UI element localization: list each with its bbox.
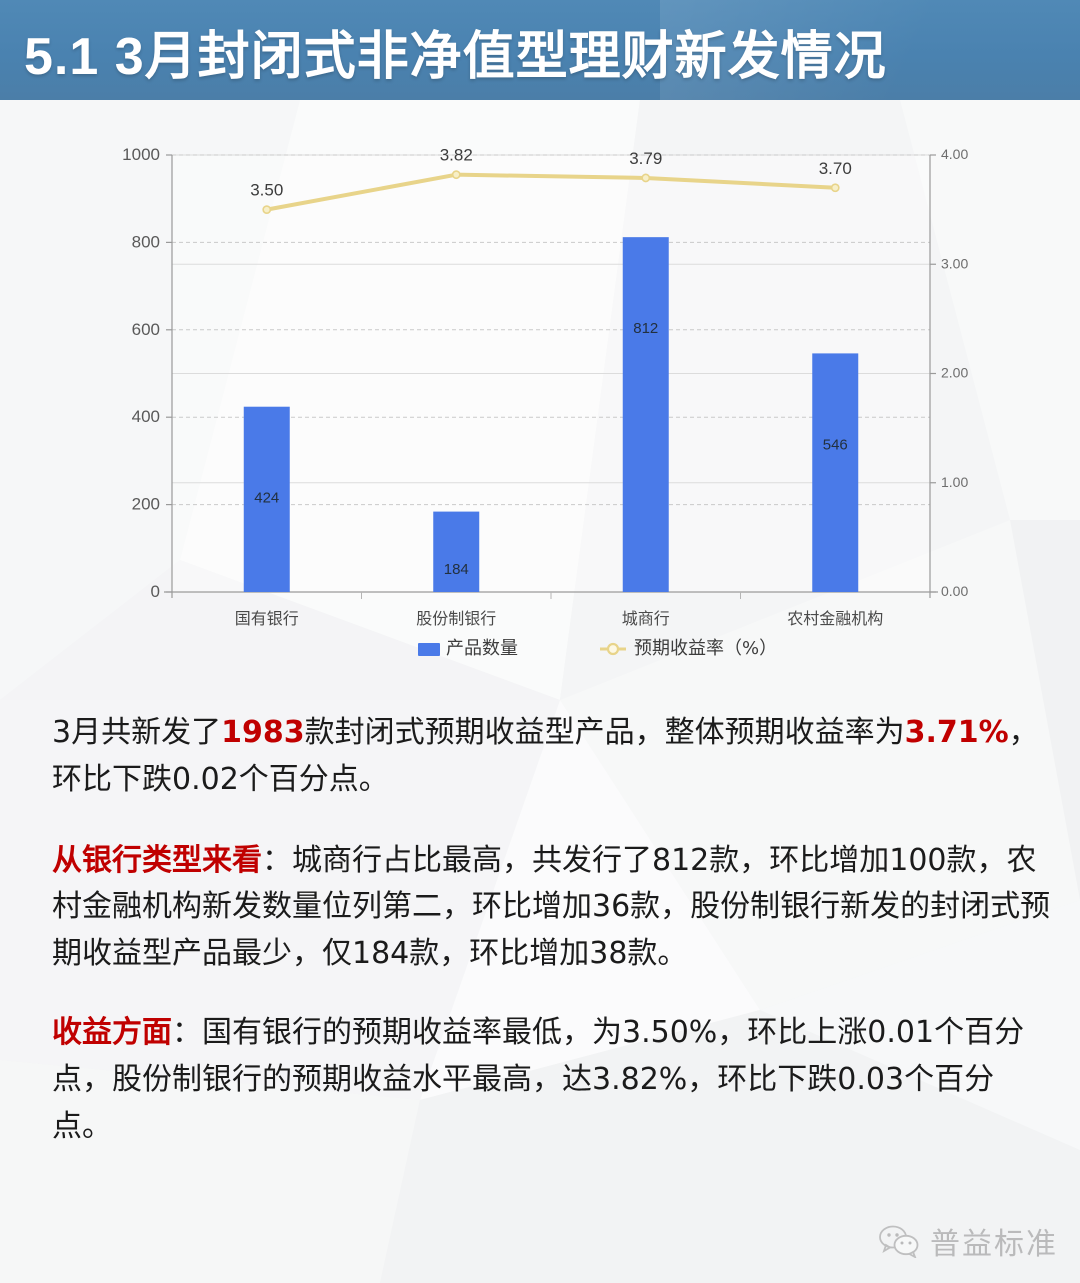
chart-container: 0 200 400 600 800 1000 0.00 1.00 2.00 3.00 4.00 424… (0, 108, 1080, 668)
summary-span-2: 款封闭式预期收益型产品，整体预期收益率为 (304, 715, 905, 750)
axis-label-left-3: 600 (132, 320, 160, 339)
paragraph-yield: 收益方面：国有银行的预期收益率最低，为3.50%，环比上涨0.01个百分点，股份… (52, 1010, 1052, 1150)
axis-label-left-5: 1000 (122, 145, 160, 164)
bar-1 (433, 511, 480, 592)
watermark-label: 普益标准 (930, 1227, 1058, 1262)
page-title: 5.1 3月封闭式非净值型理财新发情况 (24, 28, 887, 86)
legend-marker-product-count (418, 643, 440, 656)
line-value-label-1: 3.82 (440, 146, 473, 165)
yield-lead: 收益方面 (52, 1014, 172, 1050)
wechat-icon (879, 1225, 919, 1258)
bar-value-label-2: 812 (633, 320, 658, 337)
axis-label-right-1: 1.00 (941, 474, 968, 490)
legend-label-product-count: 产品数量 (446, 638, 518, 659)
watermark: 普益标准 (878, 1219, 1058, 1263)
line-value-label-0: 3.50 (250, 181, 283, 200)
bar-value-label-0: 424 (254, 490, 279, 507)
line-marker-0 (262, 205, 272, 215)
combo-chart: 0 200 400 600 800 1000 0.00 1.00 2.00 3.00 4.00 424… (122, 145, 968, 659)
category-label-0: 国有银行 (235, 609, 299, 628)
bar-value-label-3: 546 (823, 436, 848, 453)
axis-label-left-2: 400 (132, 407, 160, 426)
axis-label-right-3: 3.00 (941, 255, 968, 271)
paragraph-bank-type: 从银行类型来看：城商行占比最高，共发行了812款，环比增加100款，农村金融机构… (52, 838, 1052, 978)
axis-label-right-4: 4.00 (941, 146, 968, 162)
line-marker-1 (451, 170, 461, 180)
legend-label-yield: 预期收益率（%） (634, 638, 777, 659)
bar-2 (622, 237, 669, 592)
category-label-3: 农村金融机构 (787, 609, 883, 628)
category-label-1: 股份制银行 (416, 609, 496, 628)
summary-span-0: 3月共新发了 (52, 715, 222, 750)
line-value-label-2: 3.79 (629, 149, 662, 168)
header-banner: 5.1 3月封闭式非净值型理财新发情况 (0, 0, 1080, 100)
bank-type-lead: 从银行类型来看 (52, 842, 262, 878)
line-value-label-3: 3.70 (819, 159, 852, 178)
category-label-2: 城商行 (622, 609, 670, 628)
bar-3 (812, 353, 859, 592)
line-marker-2 (641, 173, 651, 183)
axis-label-right-0: 0.00 (941, 583, 968, 599)
line-marker-3 (830, 183, 840, 193)
summary-span-3: 3.71% (904, 715, 1009, 750)
legend-marker-yield-point (606, 642, 620, 656)
axis-label-left-4: 800 (132, 232, 160, 251)
axis-label-left-1: 200 (132, 495, 160, 514)
axis-label-right-2: 2.00 (941, 365, 968, 381)
paragraph-summary: 3月共新发了1983款封闭式预期收益型产品，整体预期收益率为3.71%，环比下跌… (52, 710, 1052, 804)
body-text: 3月共新发了1983款封闭式预期收益型产品，整体预期收益率为3.71%，环比下跌… (52, 710, 1052, 1150)
bar-value-label-1: 184 (444, 561, 469, 578)
summary-span-1: 1983 (221, 715, 305, 750)
axis-label-left-0: 0 (151, 582, 160, 601)
yield-span-0: ：国有银行的预期收益率最低，为3.50%，环比上涨0.01个百分点，股份制银行的… (52, 1014, 1025, 1144)
